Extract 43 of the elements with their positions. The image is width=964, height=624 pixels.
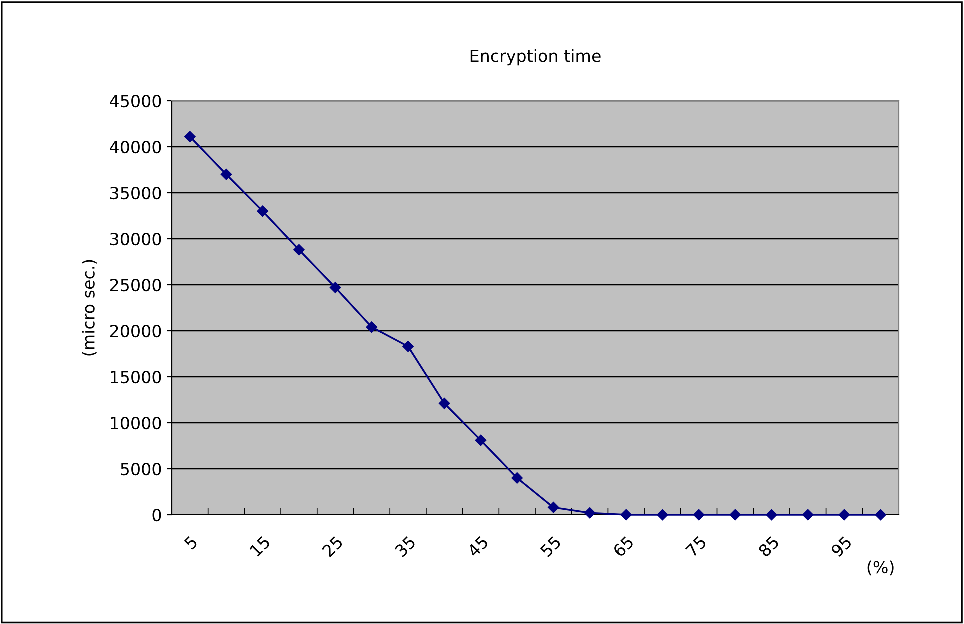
point bbox=[620, 509, 632, 521]
x-tick-label: 55 bbox=[540, 536, 562, 558]
point bbox=[439, 398, 450, 410]
x-tick-label: 5 bbox=[184, 536, 198, 550]
x-tick-label: 65 bbox=[612, 536, 634, 558]
point bbox=[402, 341, 414, 352]
point bbox=[730, 509, 742, 521]
point bbox=[838, 509, 850, 521]
point bbox=[184, 131, 196, 142]
y-tick-label: 45000 bbox=[110, 94, 162, 108]
y-tick-label: 0 bbox=[152, 508, 162, 522]
y-tick-label: 5000 bbox=[121, 462, 162, 476]
x-tick-label: 25 bbox=[322, 536, 344, 558]
point bbox=[548, 502, 560, 514]
point bbox=[475, 434, 487, 446]
point bbox=[330, 282, 342, 294]
point bbox=[584, 508, 596, 519]
point bbox=[875, 509, 886, 521]
x-tick-label: 15 bbox=[250, 536, 271, 558]
chart-title: Encryption time bbox=[470, 49, 601, 66]
point bbox=[366, 322, 378, 333]
x-axis-title: (%) bbox=[868, 560, 894, 576]
point bbox=[512, 472, 523, 484]
x-tick-label: 75 bbox=[685, 536, 708, 558]
y-tick-label: 40000 bbox=[110, 140, 162, 154]
y-axis-title: (micro sec.) bbox=[82, 260, 97, 356]
point bbox=[657, 509, 668, 521]
y-tick-label: 35000 bbox=[110, 186, 162, 200]
point bbox=[294, 244, 305, 256]
y-tick-label: 15000 bbox=[111, 370, 162, 384]
y-tick-label: 25000 bbox=[110, 278, 162, 292]
x-tick-label: 85 bbox=[758, 536, 780, 558]
y-tick-label: 20000 bbox=[110, 324, 162, 338]
point bbox=[257, 206, 268, 218]
point bbox=[802, 509, 814, 521]
point bbox=[220, 168, 232, 180]
point bbox=[766, 509, 778, 521]
y-tick-label: 10000 bbox=[111, 416, 162, 430]
x-tick-label: 35 bbox=[394, 536, 416, 558]
y-tick-label: 30000 bbox=[110, 232, 162, 246]
x-tick-label: 95 bbox=[830, 536, 853, 558]
x-tick-label: 45 bbox=[466, 536, 490, 558]
point bbox=[693, 509, 705, 521]
